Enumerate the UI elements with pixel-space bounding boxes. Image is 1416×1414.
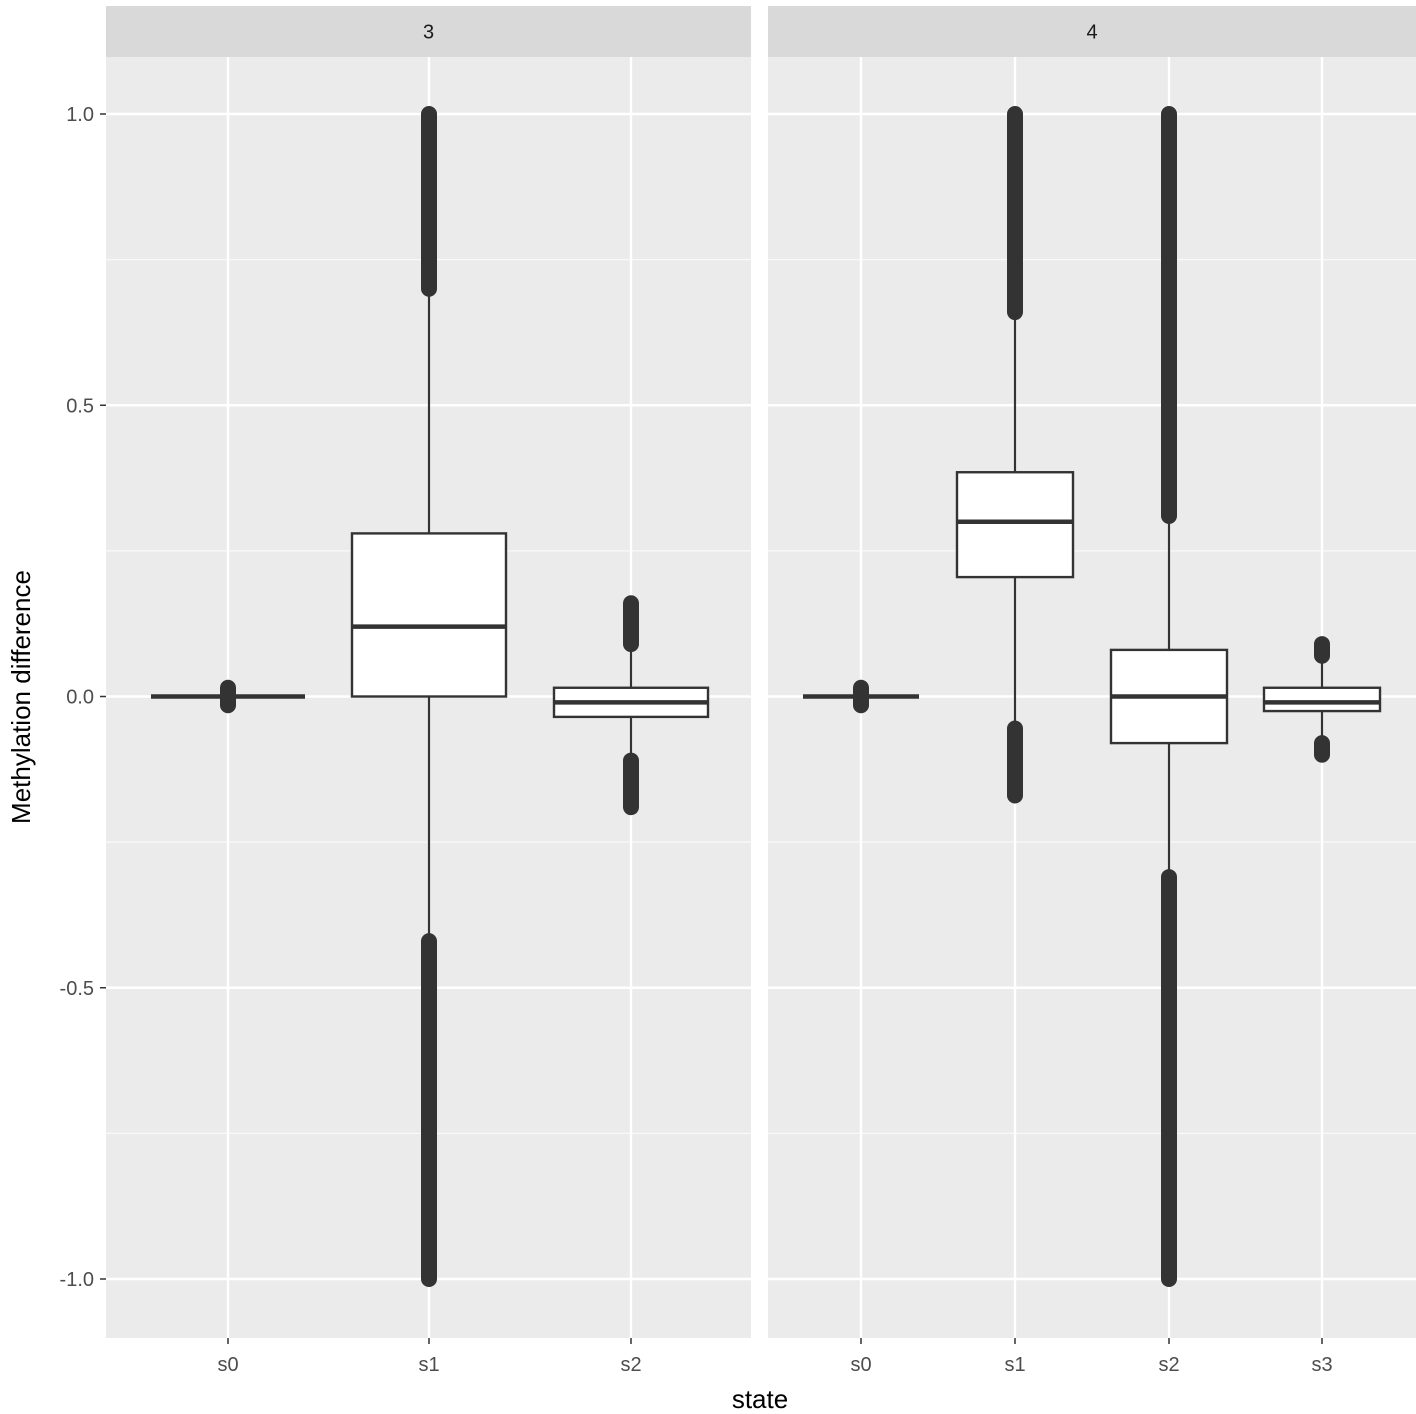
box-s0 xyxy=(803,679,919,714)
x-axis-title: state xyxy=(732,1384,788,1414)
box-s1 xyxy=(955,106,1075,804)
x-tick-label: s0 xyxy=(217,1354,238,1376)
x-tick-label: s2 xyxy=(620,1354,641,1376)
box-s2 xyxy=(552,595,710,816)
facet-strip xyxy=(106,6,751,57)
facet-strip-label: 4 xyxy=(1086,22,1097,44)
box-s3 xyxy=(1262,636,1382,763)
box-s2 xyxy=(1109,106,1229,1287)
iqr-box xyxy=(1262,686,1382,713)
x-tick-label: s2 xyxy=(1158,1354,1179,1376)
iqr-box xyxy=(350,532,508,698)
y-tick-label: 0.0 xyxy=(66,687,94,709)
y-axis: 1.0 0.5 0.0 -0.5 -1.0 xyxy=(60,104,106,1291)
x-tick-label: s0 xyxy=(850,1354,871,1376)
y-tick-label: 1.0 xyxy=(66,104,94,126)
facet-strip xyxy=(768,6,1416,57)
x-tick-label: s1 xyxy=(418,1354,439,1376)
y-tick-label: -0.5 xyxy=(60,978,94,1000)
facet-panel-3: 3 xyxy=(106,6,751,1338)
facet-panel-4: 4 xyxy=(768,6,1416,1338)
box-s1 xyxy=(350,106,508,1287)
iqr-box xyxy=(955,471,1075,579)
x-tick-label: s3 xyxy=(1311,1354,1332,1376)
box-s0 xyxy=(151,679,305,714)
x-tick-label: s1 xyxy=(1004,1354,1025,1376)
y-tick-label: 0.5 xyxy=(66,395,94,417)
y-tick-label: -1.0 xyxy=(60,1269,94,1291)
x-axis: s0 s1 s2 s0 s1 s2 s3 xyxy=(217,1338,1333,1376)
y-axis-title: Methylation difference xyxy=(6,570,36,824)
facet-strip-label: 3 xyxy=(423,22,434,44)
